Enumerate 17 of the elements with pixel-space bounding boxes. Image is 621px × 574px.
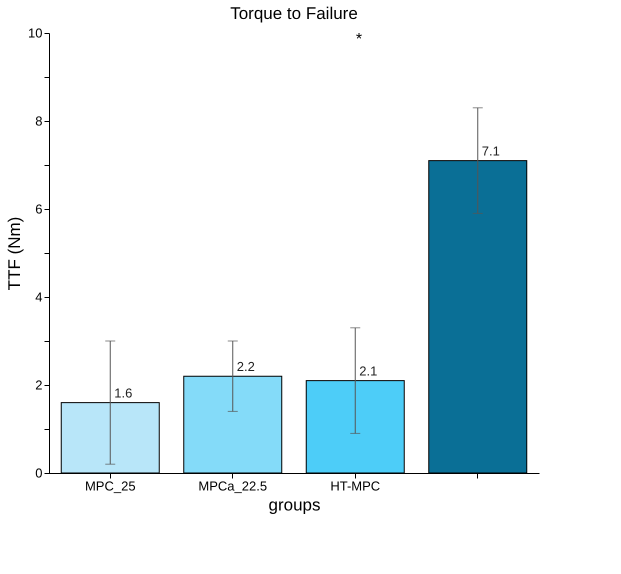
chart-title: Torque to Failure [230,4,358,23]
x-tick-label: HT-MPC [330,478,380,494]
data-label: 1.6 [114,386,132,401]
y-tick-label: 10 [28,26,42,40]
x-tick-label: MPC_25 [84,478,136,494]
data-label: 7.1 [482,144,500,159]
y-tick-label: 6 [35,202,42,216]
annotation: * [356,31,362,48]
y-tick-label: 0 [35,466,42,480]
y-tick-label: 4 [35,290,42,304]
data-label: 2.2 [236,359,255,374]
data-label: 2.1 [359,364,378,379]
y-tick-label: 2 [35,378,42,392]
x-axis-title: groups [268,496,320,514]
y-tick-label: 8 [35,114,42,128]
x-tick-label: MPCa_22.5 [198,478,268,494]
y-axis-title: TTF (Nm) [5,216,24,290]
